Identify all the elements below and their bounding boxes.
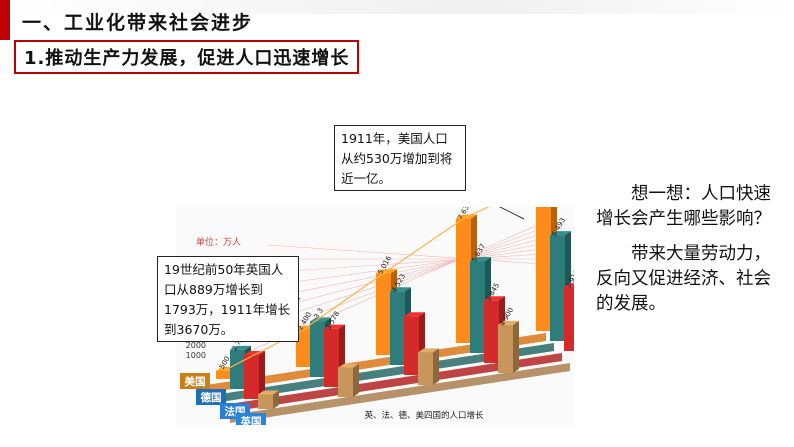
chart-title: 英、法、德、美四国的人口增长	[364, 410, 484, 421]
bar	[456, 218, 471, 343]
bar-side	[273, 390, 279, 409]
grid-line	[255, 246, 557, 288]
accent-bar	[0, 0, 10, 40]
bar-side	[513, 320, 519, 373]
callout-usa: 1911年，美国人口从约530万增加到将近一亿。	[334, 125, 466, 191]
y-tick-label: 2000	[186, 341, 206, 350]
bar	[404, 316, 419, 375]
grid-line	[247, 234, 557, 316]
bar-top	[338, 363, 359, 368]
usa-trend-line	[223, 180, 544, 372]
callout-uk: 19世纪前50年英国人口从889万增长到1793万，1911年增长到3670万。	[157, 256, 299, 342]
bar	[470, 261, 485, 353]
legend-tag	[180, 373, 210, 389]
legend-label: 德国	[200, 391, 222, 404]
bar	[550, 235, 565, 341]
bar	[418, 352, 433, 385]
series-floor-strip	[214, 343, 554, 403]
bar-side	[259, 350, 265, 399]
think-panel: 想一想：人口快速增长会产生哪些影响？ 带来大量劳动力，反向又促进经济、社会的发展…	[596, 182, 786, 317]
grid-line	[251, 240, 557, 302]
legend-tag	[196, 389, 226, 405]
bar-top	[230, 345, 251, 350]
bar-top	[470, 257, 491, 262]
legend-label: 英国	[240, 415, 262, 425]
subtitle-box: 1.推动生产力发展，促进人口迅速增长	[14, 40, 360, 74]
bar-side	[433, 348, 439, 385]
bar-top	[550, 231, 571, 236]
series-floor-strip	[222, 353, 562, 413]
bar	[310, 321, 325, 377]
section-title: 一、工业化带来社会进步	[22, 12, 254, 34]
think-answer: 带来大量劳动力，反向又促进经济、社会的发展。	[596, 244, 771, 314]
bar-side	[353, 363, 359, 397]
bar	[484, 300, 499, 363]
bar	[338, 367, 353, 397]
bar-top	[484, 296, 505, 301]
grid-line	[259, 252, 557, 274]
bar-top	[324, 324, 345, 329]
subtitle: 1.推动生产力发展，促进人口迅速增长	[24, 48, 350, 69]
bar-top	[498, 320, 519, 325]
bar-top	[258, 390, 279, 395]
bar	[244, 354, 259, 399]
bar	[564, 287, 579, 351]
bar-top	[418, 348, 439, 353]
grid-line	[267, 244, 557, 266]
bar-top	[404, 312, 425, 317]
legend-label: 美国	[185, 375, 206, 388]
bar	[258, 394, 273, 409]
bar	[376, 273, 391, 355]
bar	[216, 370, 231, 379]
bar	[324, 328, 339, 387]
bar	[390, 291, 405, 365]
series-floor-strip	[230, 363, 570, 423]
bar	[296, 329, 311, 367]
bar	[536, 181, 551, 331]
bar	[498, 324, 513, 373]
bar-top	[390, 287, 411, 292]
top-decor-bar	[0, 0, 794, 14]
y-tick-label: 1000	[186, 351, 206, 360]
series-floor-strip	[206, 333, 546, 393]
unit-label: 单位：万人	[196, 236, 241, 248]
think-question: 想一想：人口快速增长会产生哪些影响？	[596, 184, 771, 229]
bar	[230, 349, 245, 389]
